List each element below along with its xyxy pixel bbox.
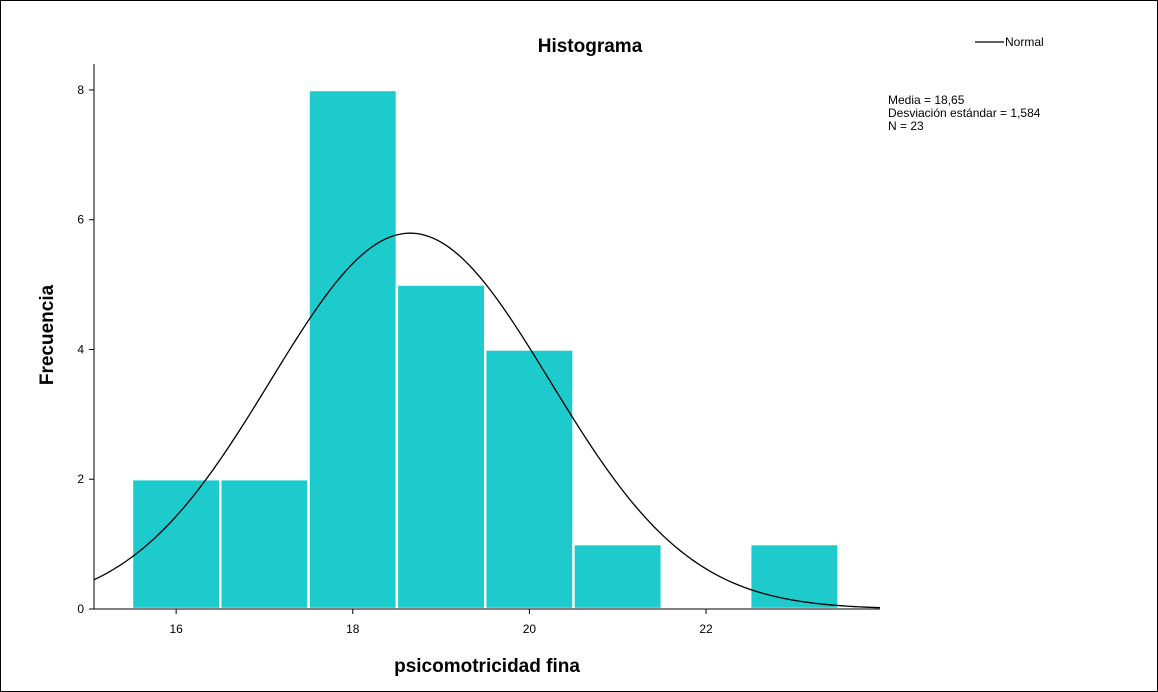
x-tick-label: 22 (699, 622, 713, 636)
curve-layer (93, 232, 881, 609)
stats-mean: Media = 18,65 (888, 93, 965, 107)
histogram-bar (572, 542, 664, 611)
legend: Normal (975, 35, 1044, 49)
chart-title: Histograma (538, 36, 643, 57)
y-axis-label: Frecuencia (37, 284, 58, 385)
x-tick-label: 16 (169, 622, 183, 636)
x-tick-label: 20 (523, 622, 537, 636)
histogram-bar (395, 283, 487, 611)
x-tick-label: 18 (346, 622, 360, 636)
stats-box: Media = 18,65 Desviación estándar = 1,58… (888, 93, 1041, 133)
y-tick-label: 8 (77, 83, 84, 97)
x-axis-label: psicomotricidad fina (394, 656, 580, 677)
normal-curve (93, 232, 881, 609)
y-tick-label: 4 (77, 342, 84, 356)
histogram-bar (484, 348, 575, 611)
histogram-bar (749, 542, 840, 611)
axes-layer: 0 2 4 6 8 16 18 20 22 (77, 64, 880, 636)
y-tick-label: 0 (77, 602, 84, 616)
bars-layer (130, 88, 840, 611)
y-tick-label: 6 (77, 213, 84, 227)
stats-std: Desviación estándar = 1,584 (888, 106, 1041, 120)
stats-n: N = 23 (888, 119, 924, 133)
histogram-bar (307, 88, 399, 611)
histogram-bar (130, 478, 222, 611)
y-tick-label: 2 (77, 472, 84, 486)
legend-label-normal: Normal (1005, 35, 1044, 49)
histogram-bar (219, 478, 310, 611)
